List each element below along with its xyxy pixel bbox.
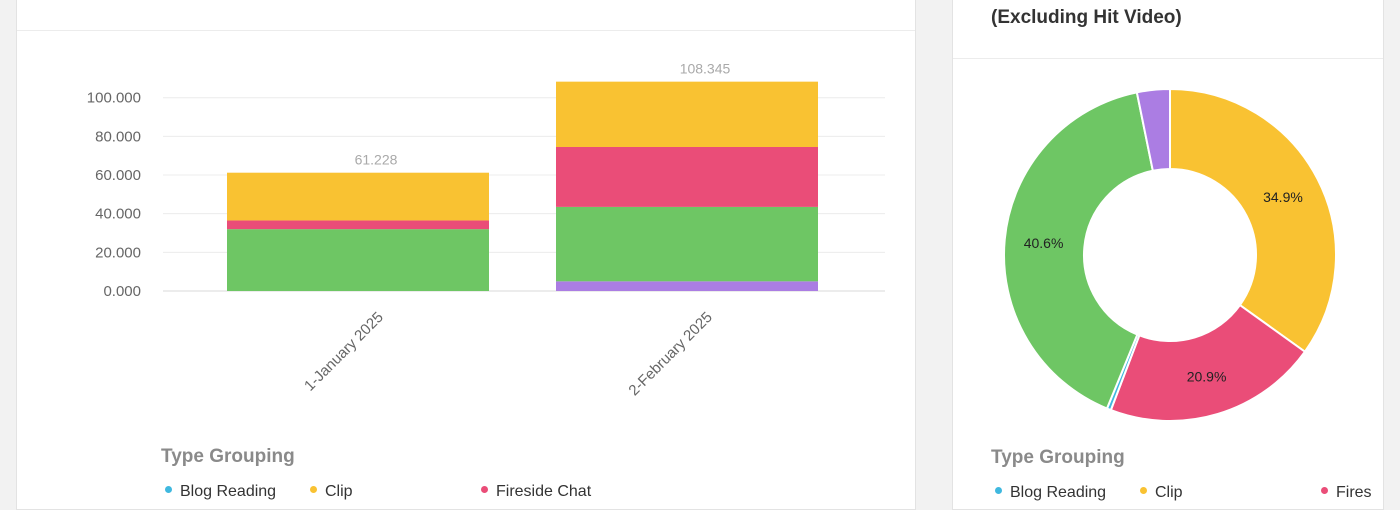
y-tick-label: 40.000 (95, 206, 141, 223)
y-tick-label: 0.000 (103, 283, 141, 300)
slice-percent-label: 34.9% (1263, 189, 1303, 205)
legend-item-blog-reading[interactable]: Blog Reading (165, 483, 276, 501)
bar-segment[interactable] (556, 81, 818, 147)
donut-slice[interactable] (1135, 87, 1171, 172)
bar-total-labels: 61.228 108.345 (355, 61, 731, 168)
legend-label: Fireside Chat (496, 483, 592, 500)
slice-percent-label: 40.6% (1024, 235, 1064, 251)
bar-segment[interactable] (556, 146, 818, 207)
bar-stack[interactable] (227, 172, 489, 291)
x-category-label: 1-January 2025 (301, 309, 387, 395)
legend-item-fireside-chat[interactable]: Fireside Chat (481, 483, 591, 501)
legend-label: Blog Reading (1010, 484, 1107, 501)
y-axis-ticks: 0.000 20.000 40.000 60.000 80.000 100.000 (87, 90, 141, 300)
bar-total-label: 108.345 (680, 61, 731, 77)
card-header-divider (17, 30, 915, 31)
bar-segment[interactable] (556, 281, 818, 291)
donut-slice[interactable] (1169, 87, 1337, 354)
pie-legend: Blog Reading Clip Fires (995, 484, 1383, 508)
bar-stacks (227, 81, 818, 291)
legend-dot-icon (310, 486, 317, 494)
bar-total-label: 61.228 (355, 152, 398, 168)
y-tick-label: 20.000 (95, 244, 141, 261)
legend-item-fireside-chat[interactable]: Fires (1321, 484, 1372, 502)
bar-segment[interactable] (227, 172, 489, 221)
legend-item-clip[interactable]: Clip (310, 483, 353, 501)
bar-chart-card: 0.000 20.000 40.000 60.000 80.000 100.000 61.… (16, 0, 916, 510)
legend-item-blog-reading[interactable]: Blog Reading (995, 484, 1106, 502)
legend-label: Blog Reading (180, 483, 277, 500)
bar-segment[interactable] (227, 229, 489, 291)
legend-dot-icon (481, 486, 488, 494)
bar-segment[interactable] (227, 220, 489, 230)
legend-label: Fires (1336, 484, 1372, 501)
legend-dot-icon (1140, 487, 1147, 495)
bar-segment[interactable] (556, 206, 818, 282)
legend-label: Clip (1155, 484, 1183, 501)
legend-dot-icon (1321, 487, 1328, 495)
stacked-bar-chart: 0.000 20.000 40.000 60.000 80.000 100.000 61.… (87, 61, 885, 399)
bar-legend: Blog Reading Clip Fireside Chat (165, 483, 865, 507)
x-category-label: 2-February 2025 (625, 309, 715, 399)
y-tick-label: 60.000 (95, 167, 141, 184)
card-header-divider (953, 58, 1383, 59)
legend-dot-icon (165, 486, 172, 494)
legend-dot-icon (995, 487, 1002, 495)
pie-legend-title: Type Grouping (991, 447, 1125, 468)
y-tick-label: 100.000 (87, 90, 141, 107)
donut-chart: 34.9% 20.9% 40.6% (1003, 87, 1337, 422)
bar-legend-title: Type Grouping (161, 446, 295, 467)
slice-percent-label: 20.9% (1187, 369, 1227, 385)
legend-item-clip[interactable]: Clip (1140, 484, 1183, 502)
donut-slices (1003, 87, 1337, 422)
donut-percent-labels: 34.9% 20.9% 40.6% (1024, 189, 1303, 385)
donut-chart-card: (Excluding Hit Video) 34.9% 20.9% 40.6% Ty… (952, 0, 1384, 510)
donut-slice[interactable] (1003, 91, 1155, 410)
x-axis-categories: 1-January 2025 2-February 2025 (301, 309, 716, 399)
donut-slice[interactable] (1109, 303, 1307, 422)
legend-label: Clip (325, 483, 353, 500)
bar-stack[interactable] (556, 81, 818, 291)
chart-title: (Excluding Hit Video) (991, 7, 1182, 28)
y-tick-label: 80.000 (95, 128, 141, 145)
